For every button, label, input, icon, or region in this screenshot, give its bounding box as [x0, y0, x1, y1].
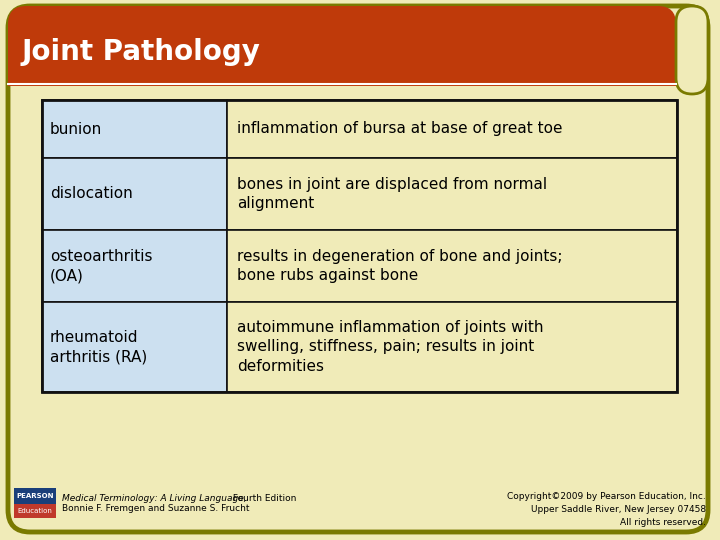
Bar — [227, 158, 677, 230]
Text: dislocation: dislocation — [50, 186, 132, 201]
FancyBboxPatch shape — [8, 6, 676, 84]
Bar — [14, 504, 56, 518]
Text: autoimmune inflammation of joints with
swelling, stiffness, pain; results in joi: autoimmune inflammation of joints with s… — [237, 320, 544, 374]
FancyBboxPatch shape — [8, 6, 708, 532]
Text: Bonnie F. Fremgen and Suzanne S. Frucht: Bonnie F. Fremgen and Suzanne S. Frucht — [62, 504, 250, 513]
Text: bunion: bunion — [50, 122, 102, 137]
Bar — [227, 230, 677, 302]
Bar — [42, 158, 227, 230]
Bar — [42, 100, 227, 158]
Text: Joint Pathology: Joint Pathology — [22, 38, 261, 66]
Text: Medical Terminology: A Living Language,: Medical Terminology: A Living Language, — [62, 494, 247, 503]
Text: osteoarthritis
(OA): osteoarthritis (OA) — [50, 249, 153, 283]
Text: Education: Education — [17, 508, 53, 514]
Bar — [42, 230, 227, 302]
Bar — [8, 50, 678, 86]
FancyBboxPatch shape — [676, 6, 708, 94]
Bar — [227, 100, 677, 158]
Text: Copyright©2009 by Pearson Education, Inc.
Upper Saddle River, New Jersey 07458
A: Copyright©2009 by Pearson Education, Inc… — [508, 492, 706, 528]
Bar — [14, 488, 56, 504]
Text: PEARSON: PEARSON — [17, 493, 54, 499]
Text: inflammation of bursa at base of great toe: inflammation of bursa at base of great t… — [237, 122, 562, 137]
Bar — [227, 302, 677, 392]
Bar — [42, 302, 227, 392]
Text: bones in joint are displaced from normal
alignment: bones in joint are displaced from normal… — [237, 177, 547, 211]
Text: Fourth Edition: Fourth Edition — [230, 494, 297, 503]
Bar — [42, 100, 677, 392]
Text: results in degeneration of bone and joints;
bone rubs against bone: results in degeneration of bone and join… — [237, 249, 562, 283]
Text: rheumatoid
arthritis (RA): rheumatoid arthritis (RA) — [50, 330, 148, 364]
